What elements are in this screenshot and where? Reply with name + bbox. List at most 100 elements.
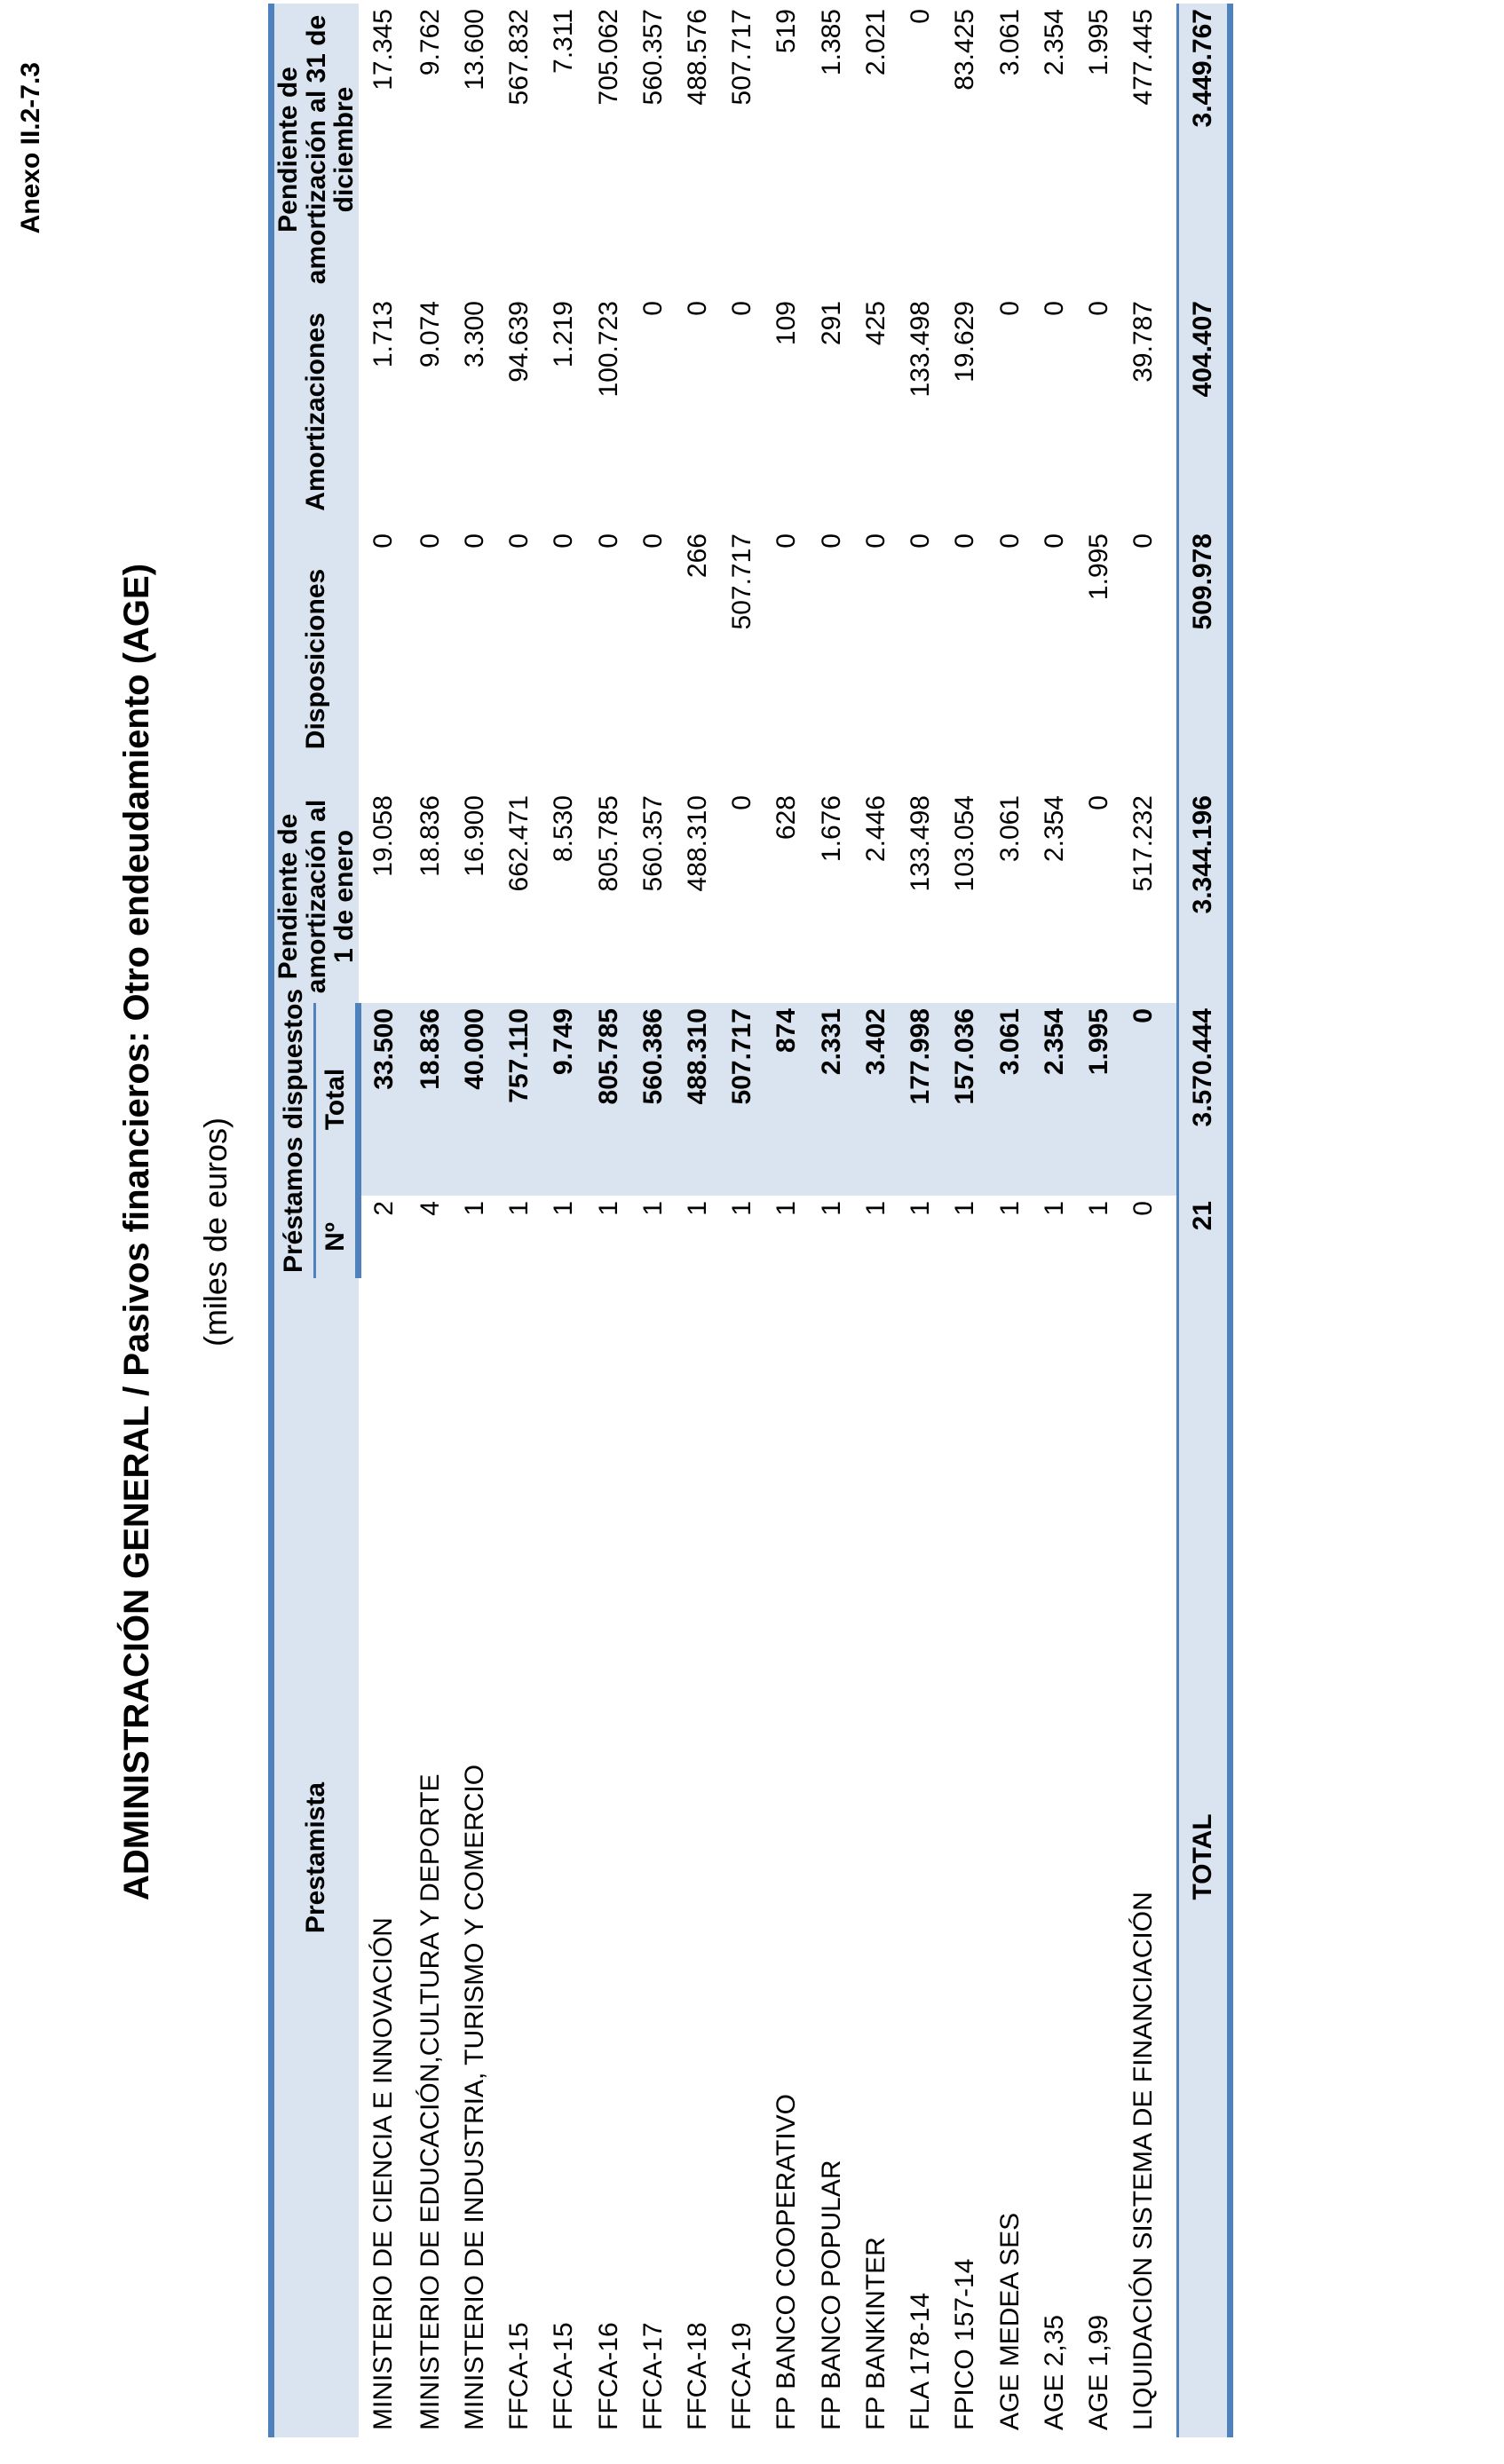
row-disposiciones: 0: [504, 533, 534, 549]
row-pendiente-diciembre: 3.061: [994, 9, 1025, 76]
row-amortizaciones: 3.300: [459, 301, 489, 368]
row-prestamista: FP BANCO POPULAR: [816, 2160, 846, 2430]
row-n: 1: [906, 1201, 936, 1216]
total-n: 21: [1177, 1196, 1231, 1278]
row-disposiciones: 266: [683, 533, 712, 579]
row-n: 0: [1128, 1201, 1159, 1216]
row-total: 157.036: [943, 1003, 988, 1196]
spacer-cell: [1166, 528, 1178, 790]
row-amortizaciones: 0: [683, 301, 712, 316]
row-amortizaciones: 39.787: [1128, 301, 1159, 383]
row-pendiente-diciembre: 2.354: [1039, 9, 1069, 76]
table-row: FFCA-15 1 757.110 662.471 0 94.639 567.832: [497, 4, 542, 2437]
row-total: 560.386: [630, 1003, 676, 1196]
row-n: 2: [369, 1201, 400, 1216]
row-total: 2.331: [809, 1003, 854, 1196]
row-n: 1: [504, 1201, 534, 1216]
annex-label: Anexo II.2-7.3: [16, 62, 45, 234]
table-row: FFCA-19 1 507.717 0 507.717 0 507.717: [720, 4, 765, 2437]
total-amortizaciones: 404.407: [1177, 296, 1231, 528]
row-disposiciones: 0: [368, 533, 398, 549]
row-disposiciones: 0: [860, 533, 891, 549]
row-pendiente-enero: 0: [727, 795, 757, 810]
row-prestamista: MINISTERIO DE EDUCACIÓN,CULTURA Y DEPORT…: [415, 1773, 445, 2430]
row-pendiente-enero: 0: [1083, 795, 1113, 810]
table-row: AGE 1,99 1 1.995 0 1.995 0 1.995: [1076, 4, 1122, 2437]
row-n: 1: [950, 1201, 980, 1216]
table-row: FFCA-17 1 560.386 560.357 0 0 560.357: [630, 4, 676, 2437]
row-amortizaciones: 0: [1039, 301, 1069, 316]
header-prestamista: Prestamista: [271, 1278, 359, 2437]
row-prestamista: FFCA-17: [637, 2322, 668, 2430]
debt-table: Prestamista Préstamos dispuestos Pendien…: [268, 4, 1231, 2437]
header-pendiente-diciembre: Pendiente de amortización al 31 de dicie…: [271, 4, 359, 296]
row-disposiciones: 0: [1128, 533, 1159, 549]
table-row: AGE 2,35 1 2.354 2.354 0 0 2.354: [1032, 4, 1077, 2437]
row-n: 1: [637, 1201, 668, 1216]
row-pendiente-diciembre: 567.832: [504, 9, 534, 106]
row-n: 1: [860, 1201, 891, 1216]
table-row: FP BANKINTER 1 3.402 2.446 0 425 2.021: [853, 4, 898, 2437]
row-total: 3.061: [987, 1003, 1033, 1196]
row-pendiente-enero: 2.354: [1039, 795, 1069, 863]
row-disposiciones: 0: [772, 533, 802, 549]
row-prestamista: FFCA-15: [549, 2322, 579, 2430]
row-prestamista: AGE 1,99: [1083, 2314, 1113, 2430]
row-pendiente-diciembre: 9.762: [415, 9, 445, 76]
row-disposiciones: 0: [459, 533, 489, 549]
row-pendiente-enero: 16.900: [459, 795, 489, 877]
total-total: 3.570.444: [1177, 1003, 1231, 1196]
table-row: FFCA-15 1 9.749 8.530 0 1.219 7.311: [542, 4, 587, 2437]
row-pendiente-diciembre: 0: [906, 9, 936, 24]
table-body: MINISTERIO DE CIENCIA E INNOVACIÓN 2 33.50…: [358, 4, 1231, 2437]
row-prestamista: FPICO 157-14: [950, 2258, 980, 2430]
row-total: 40.000: [452, 1003, 498, 1196]
row-amortizaciones: 1.713: [368, 301, 398, 368]
row-amortizaciones: 19.629: [950, 301, 980, 383]
table-row: FFCA-16 1 805.785 805.785 0 100.723 705.062: [586, 4, 631, 2437]
row-total: 507.717: [720, 1003, 765, 1196]
row-prestamista: FFCA-18: [683, 2322, 712, 2430]
row-disposiciones: 0: [415, 533, 445, 549]
row-pendiente-enero: 662.471: [504, 795, 534, 892]
row-pendiente-diciembre: 83.425: [950, 9, 980, 91]
total-pendiente-diciembre: 3.449.767: [1177, 4, 1231, 296]
table-row: MINISTERIO DE CIENCIA E INNOVACIÓN 2 33.50…: [358, 4, 408, 2437]
row-disposiciones: 0: [549, 533, 579, 549]
row-disposiciones: 0: [950, 533, 980, 549]
table-row: MINISTERIO DE INDUSTRIA, TURISMO Y COMER…: [452, 4, 498, 2437]
table-row: FPICO 157-14 1 157.036 103.054 0 19.629 83.425: [943, 4, 988, 2437]
spacer-row: [1166, 4, 1178, 2437]
row-pendiente-diciembre: 507.717: [727, 9, 757, 106]
row-n: 1: [1083, 1201, 1113, 1216]
row-n: 1: [994, 1201, 1025, 1216]
row-total: 33.500: [358, 1003, 408, 1196]
row-disposiciones: 0: [593, 533, 623, 549]
row-pendiente-enero: 628: [772, 795, 802, 841]
header-amortizaciones: Amortizaciones: [271, 296, 359, 528]
header-total: Total: [314, 1003, 359, 1196]
row-total: 18.836: [408, 1003, 453, 1196]
row-total: 874: [764, 1003, 810, 1196]
table-row: LIQUIDACIÓN SISTEMA DE FINANCIACIÓN 0 0 517…: [1121, 4, 1167, 2437]
row-pendiente-enero: 8.530: [549, 795, 579, 863]
row-pendiente-enero: 133.498: [906, 795, 936, 892]
row-pendiente-diciembre: 488.576: [683, 9, 712, 106]
row-pendiente-diciembre: 1.995: [1083, 9, 1113, 76]
row-amortizaciones: 109: [772, 301, 802, 346]
spacer-cell: [1166, 1003, 1178, 1196]
row-n: 1: [683, 1201, 712, 1216]
row-total: 757.110: [497, 1003, 542, 1196]
row-amortizaciones: 9.074: [415, 301, 445, 368]
row-prestamista: FP BANKINTER: [860, 2237, 891, 2430]
total-row: TOTAL 21 3.570.444 3.344.196 509.978 404.407 3…: [1177, 4, 1231, 2437]
row-total: 3.402: [853, 1003, 898, 1196]
header-n: Nº: [314, 1196, 359, 1278]
row-total: 1.995: [1076, 1003, 1122, 1196]
row-prestamista: MINISTERIO DE CIENCIA E INNOVACIÓN: [368, 1917, 398, 2430]
spacer-cell: [1166, 1196, 1178, 1278]
row-prestamista: FFCA-19: [727, 2322, 757, 2430]
row-disposiciones: 0: [906, 533, 936, 549]
row-pendiente-enero: 2.446: [860, 795, 891, 863]
